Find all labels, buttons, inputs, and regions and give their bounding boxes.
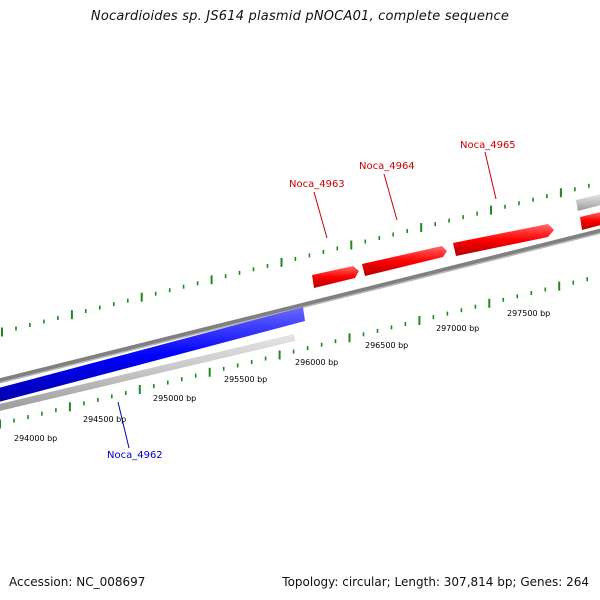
ruler-label: 297000 bp bbox=[436, 324, 479, 333]
gene-leader-line bbox=[117, 401, 130, 449]
gene-leader-line bbox=[484, 151, 497, 200]
ruler-label: 296000 bp bbox=[295, 358, 338, 367]
gene-noca-4962[interactable] bbox=[0, 307, 305, 403]
gene-leader-line bbox=[313, 191, 328, 239]
gene-label-noca-4963[interactable]: Noca_4963 bbox=[289, 179, 345, 190]
topology-summary-footer: Topology: circular; Length: 307,814 bp; … bbox=[282, 575, 589, 589]
ruler-label: 295500 bp bbox=[224, 375, 267, 384]
sequence-backbone bbox=[0, 228, 600, 384]
gene-noca-4963[interactable] bbox=[312, 266, 359, 288]
inner-tick-ruler bbox=[0, 277, 589, 429]
gene-partial-right[interactable] bbox=[580, 211, 600, 230]
gene-noca-4964[interactable] bbox=[362, 246, 447, 276]
ruler-label: 295000 bp bbox=[153, 394, 196, 403]
gene-noca-4965[interactable] bbox=[453, 224, 554, 256]
gene-label-noca-4964[interactable]: Noca_4964 bbox=[359, 161, 415, 172]
ruler-label: 294000 bp bbox=[14, 434, 57, 443]
gene-label-noca-4965[interactable]: Noca_4965 bbox=[460, 140, 516, 151]
ruler-label: 294500 bp bbox=[83, 415, 126, 424]
grey-feature-band bbox=[0, 334, 295, 411]
gene-leader-line bbox=[383, 173, 398, 221]
gene-label-noca-4962[interactable]: Noca_4962 bbox=[107, 450, 163, 461]
outer-tick-ruler bbox=[1, 183, 590, 337]
map-title: Nocardioides sp. JS614 plasmid pNOCA01, … bbox=[90, 9, 510, 24]
ruler-label: 296500 bp bbox=[365, 341, 408, 350]
ruler-label: 297500 bp bbox=[507, 309, 550, 318]
grey-feature-band bbox=[576, 194, 600, 211]
accession-footer: Accession: NC_008697 bbox=[9, 575, 146, 589]
